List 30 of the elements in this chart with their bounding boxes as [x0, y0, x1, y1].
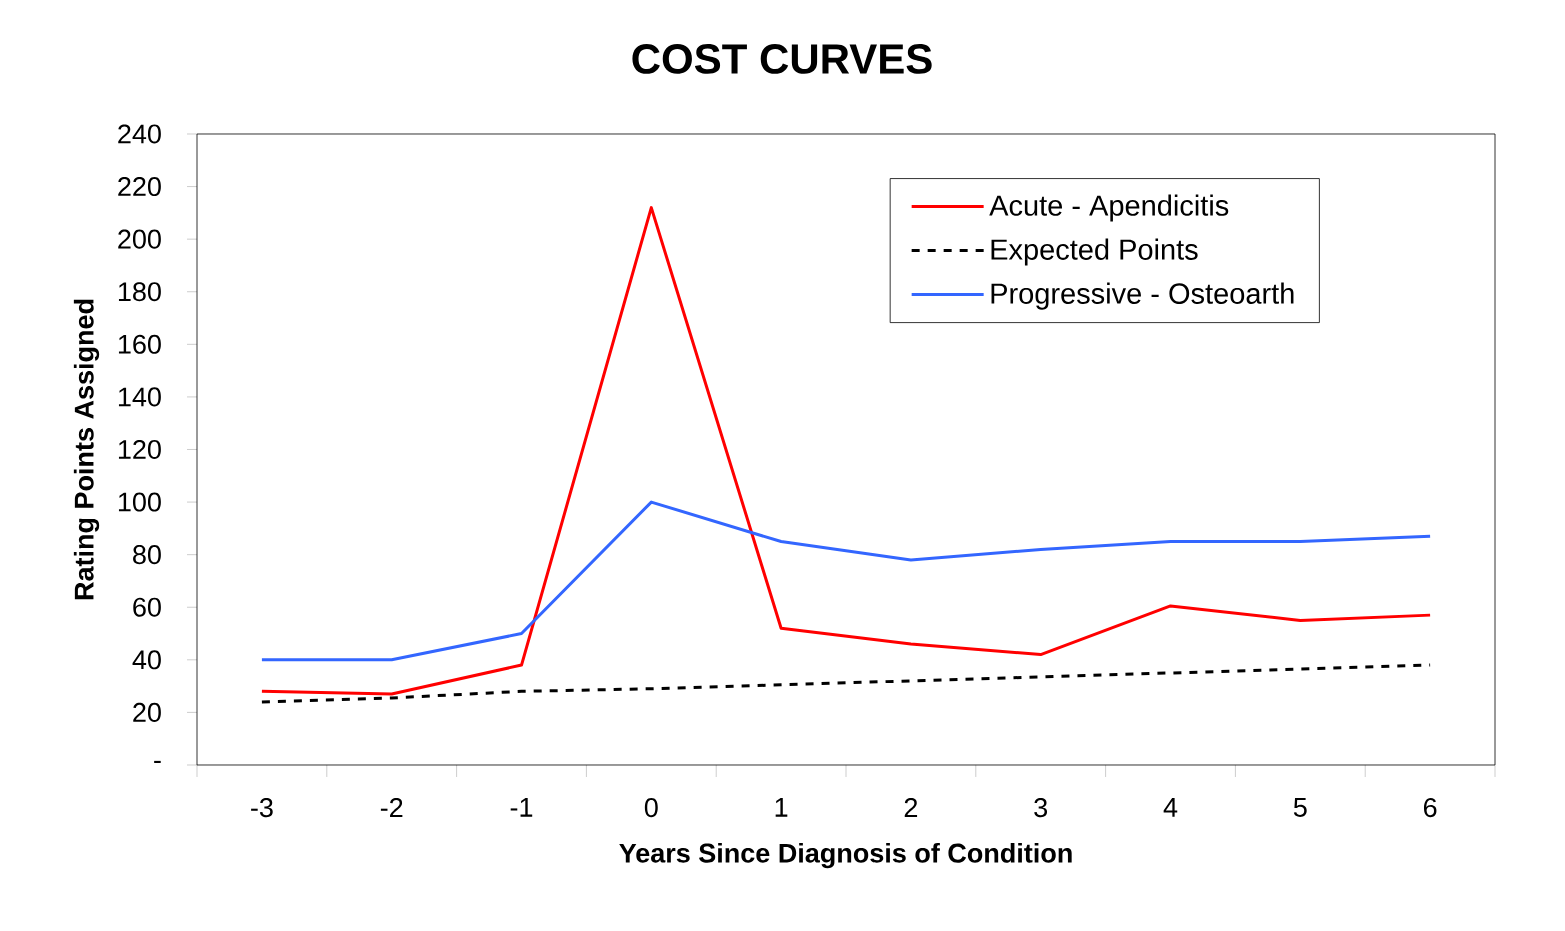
x-tick-label: -2 — [380, 798, 403, 817]
y-tick-label: 120 — [118, 439, 161, 460]
y-tick-label: 180 — [118, 282, 161, 302]
y-tick-label: 80 — [133, 545, 161, 565]
y-tick-label: 160 — [118, 334, 161, 354]
x-axis-title: Years Since Diagnosis of Condition — [619, 842, 1072, 869]
y-tick-label: 60 — [133, 597, 161, 617]
x-tick-label: -1 — [510, 798, 533, 817]
legend-label: Acute - Apendicitis — [989, 194, 1229, 222]
y-tick-label: 200 — [118, 229, 161, 249]
y-tick-label: 40 — [132, 650, 161, 670]
line-series — [260, 500, 1432, 662]
x-tick-label: 0 — [644, 798, 658, 818]
x-tick-label: 5 — [1293, 798, 1307, 817]
y-tick-label: 100 — [118, 492, 161, 512]
x-tick-label: 6 — [1423, 798, 1437, 818]
y-tick-label: 220 — [118, 177, 161, 197]
x-tick-label: 3 — [1034, 798, 1048, 818]
x-tick-label: 4 — [1163, 798, 1178, 817]
legend-label: Expected Points — [991, 238, 1198, 266]
y-tick-label: 20 — [133, 702, 161, 722]
y-axis-title: Rating Points Assigned — [73, 299, 100, 600]
x-tick-label: 1 — [775, 798, 788, 817]
y-tick-label: 140 — [118, 387, 161, 407]
y-tick-label: 240 — [118, 124, 161, 144]
x-tick-label: 2 — [904, 798, 918, 817]
chart-title: COST CURVES — [632, 44, 932, 74]
legend-label: Progressive - Osteoarth — [991, 282, 1294, 310]
y-tick-label: - — [154, 760, 161, 763]
x-tick-label: -3 — [251, 798, 273, 818]
